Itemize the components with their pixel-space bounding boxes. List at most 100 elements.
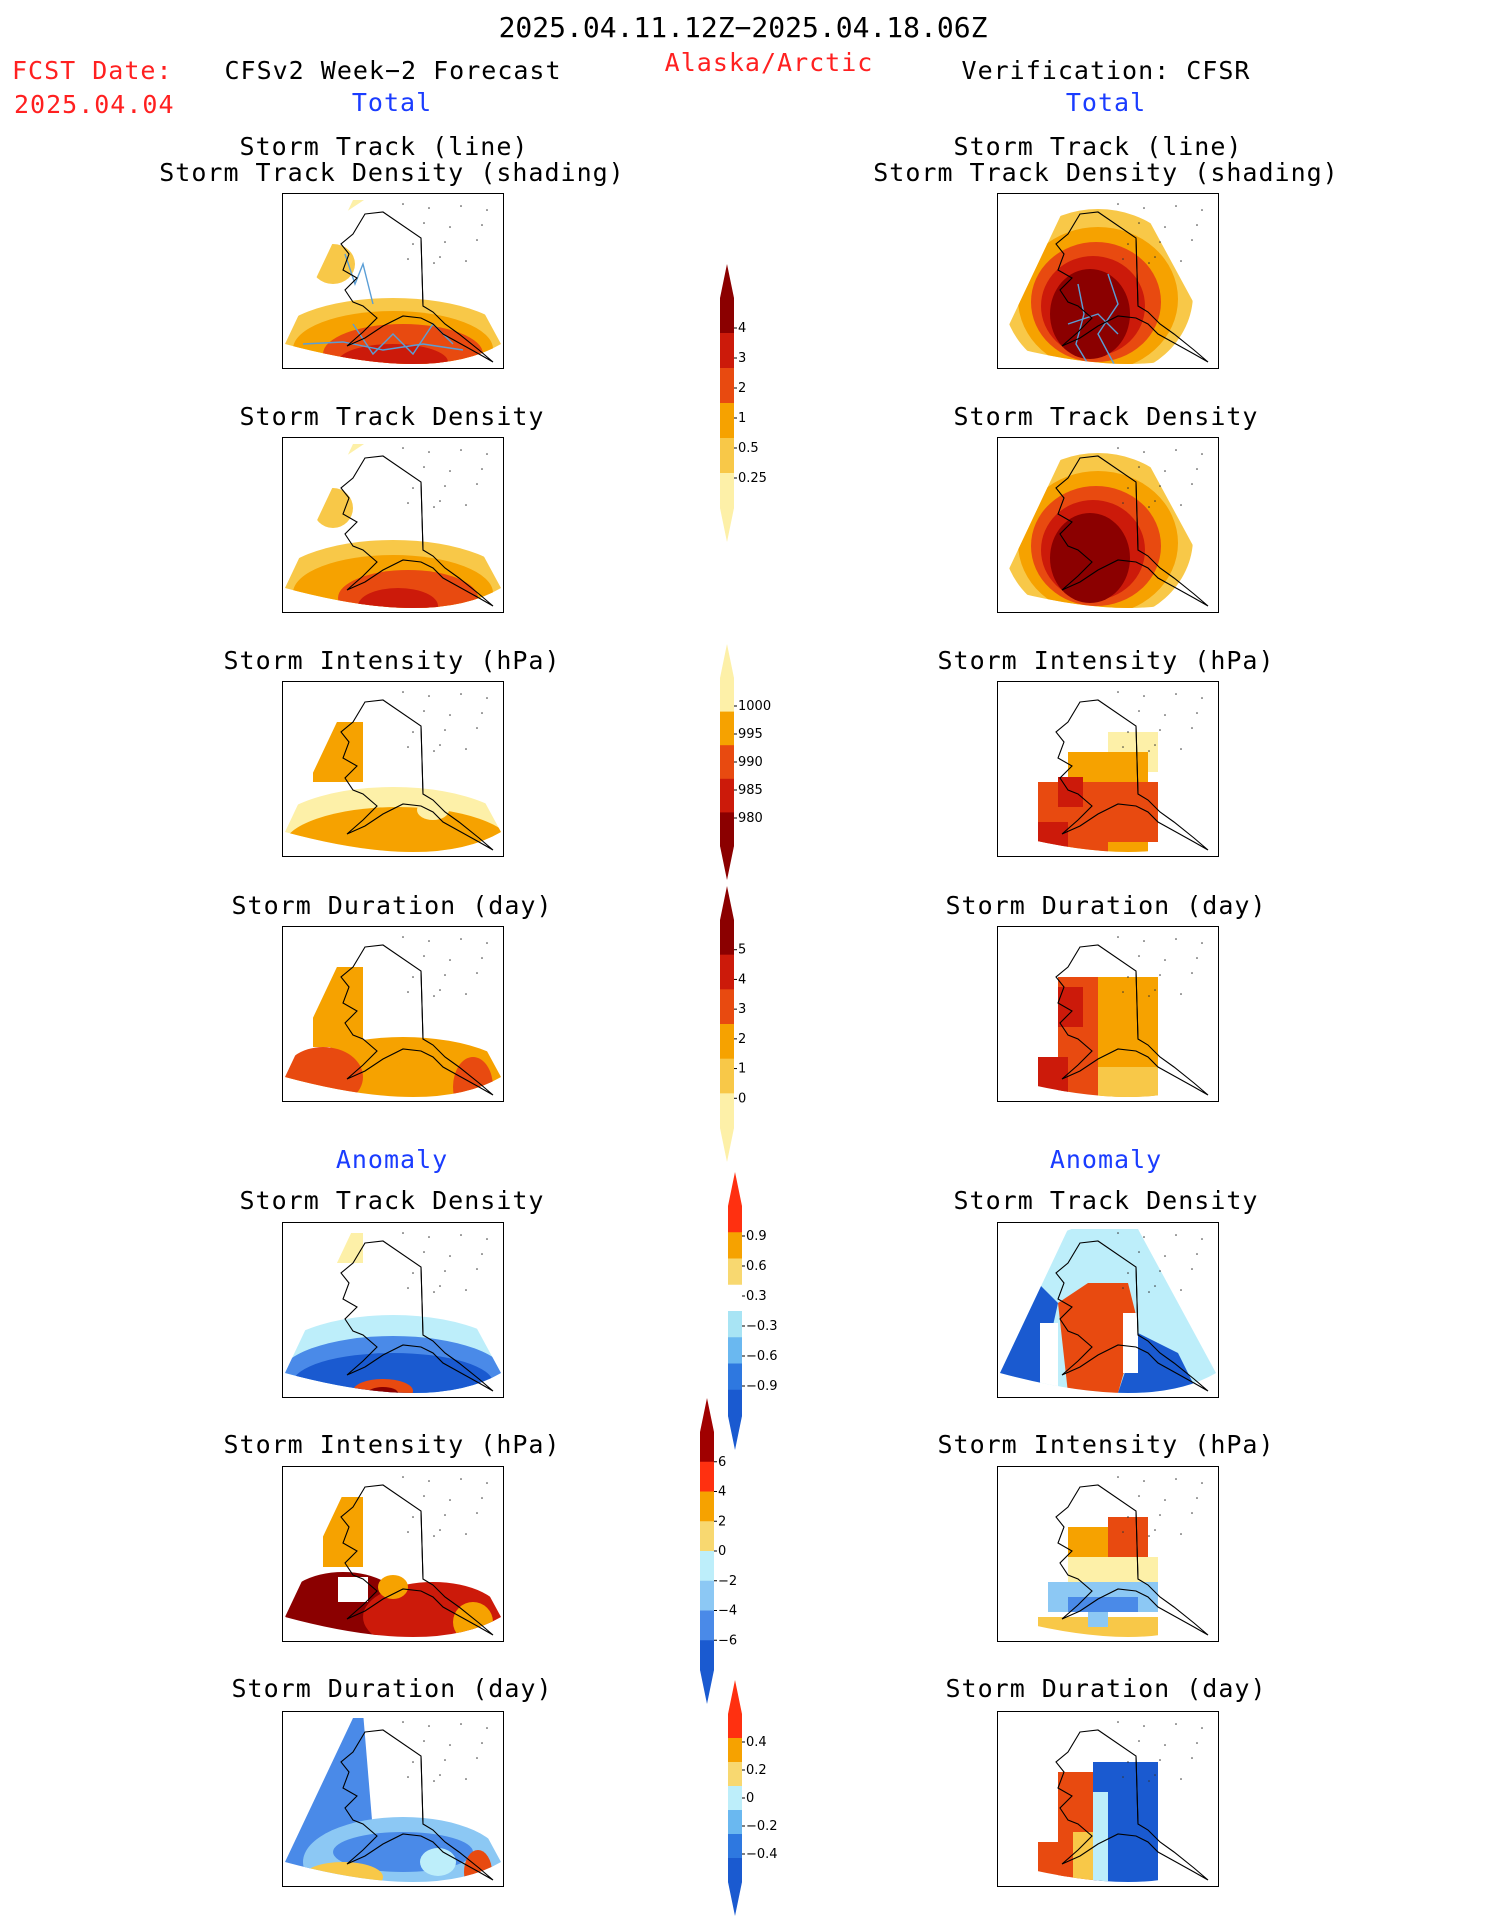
graticule-dot (1138, 222, 1140, 224)
graticule-dot (465, 1289, 467, 1291)
graticule-dot (439, 1774, 441, 1776)
colorbar-bottom-arrow (700, 1670, 714, 1704)
colorbar-segment (728, 1232, 742, 1259)
graticule-dot (465, 1778, 467, 1780)
graticule-dot (449, 1499, 451, 1501)
colorbar-segment (728, 1206, 742, 1233)
field-contour (453, 1057, 493, 1097)
map-verif-duration (997, 926, 1219, 1102)
graticule-dot (1180, 1533, 1182, 1535)
colorbar-bottom-arrow (720, 508, 734, 542)
graticule-dot (481, 468, 483, 470)
colorbar-segment (720, 1058, 734, 1094)
field-contour (368, 1387, 398, 1393)
border-line (1135, 1510, 1139, 1580)
colorbar-tick-label: 2 (738, 381, 746, 396)
graticule-dot (1159, 1514, 1161, 1516)
map-verif-track-line (997, 193, 1219, 369)
graticule-dot (1148, 506, 1150, 508)
graticule-dot (433, 995, 435, 997)
colorbar-segment (700, 1551, 714, 1582)
graticule-dot (423, 222, 425, 224)
graticule-dot (1122, 1776, 1124, 1778)
map-canvas (285, 1718, 501, 1882)
graticule-dot (1154, 1529, 1156, 1531)
graticule-dot (1154, 989, 1156, 991)
left-track-line-title: Storm Track (line) (239, 132, 529, 161)
colorbar-tick-label: 5 (738, 943, 746, 958)
graticule-dot (1122, 1531, 1124, 1533)
graticule-dot (449, 226, 451, 228)
graticule-dot (481, 224, 483, 226)
colorbar-segment (728, 1762, 742, 1787)
colorbar-tick-label: 1 (738, 411, 746, 426)
graticule-dot (1159, 1759, 1161, 1761)
graticule-dot (1175, 449, 1177, 451)
graticule-dot (449, 714, 451, 716)
graticule-dot (1122, 746, 1124, 748)
colorbar-segment (720, 438, 734, 474)
graticule-dot (476, 1268, 478, 1270)
colorbar-segment (720, 920, 734, 956)
graticule-dot (476, 727, 478, 729)
colorbar-segment (728, 1389, 742, 1417)
colorbar-tick-label: 4 (738, 321, 746, 336)
graticule-dot (412, 1272, 414, 1274)
graticule-dot (1159, 729, 1161, 731)
coastline (340, 211, 494, 363)
graticule-dot (481, 712, 483, 714)
border-line (1135, 237, 1139, 307)
right-track-line-title: Storm Track (line) (953, 132, 1243, 161)
right-density-title: Storm Track Density (953, 402, 1259, 431)
graticule-dot (433, 1535, 435, 1537)
left-anom-intensity-title: Storm Intensity (hPa) (223, 1430, 561, 1459)
colorbar-segment (720, 473, 734, 509)
graticule-dot (1201, 1238, 1203, 1240)
graticule-dot (1164, 470, 1166, 472)
storm-track-line (1075, 283, 1089, 364)
graticule-dot (1154, 500, 1156, 502)
graticule-dot (449, 470, 451, 472)
map-canvas (285, 691, 501, 852)
colorbar-segment (720, 678, 734, 713)
graticule-dot (449, 959, 451, 961)
colorbar-segment (700, 1491, 714, 1522)
graticule-dot (1154, 1285, 1156, 1287)
border-line (420, 970, 424, 1040)
graticule-dot (476, 239, 478, 241)
field-block (1073, 1832, 1093, 1882)
graticule-dot (1175, 1723, 1177, 1725)
graticule-dot (1201, 942, 1203, 944)
graticule-dot (402, 1232, 404, 1234)
left-anom-duration-title: Storm Duration (day) (231, 1674, 553, 1703)
border-line (420, 1510, 424, 1580)
graticule-dot (423, 955, 425, 957)
coastline (340, 944, 494, 1096)
verification-title: Verification: CFSR (961, 56, 1251, 85)
colorbar-segment (728, 1363, 742, 1391)
right-duration-title: Storm Duration (day) (945, 891, 1267, 920)
graticule-dot (449, 1744, 451, 1746)
right-anomaly-label: Anomaly (1049, 1145, 1163, 1174)
coastline (340, 1240, 494, 1392)
graticule-dot (1122, 991, 1124, 993)
graticule-dot (1117, 203, 1119, 205)
map-canvas (285, 936, 501, 1097)
colorbar-segment (728, 1810, 742, 1835)
colorbar-bottom-arrow (728, 1416, 742, 1450)
map-forecast-anom-density (282, 1222, 504, 1398)
colorbar-tick-label: 0.25 (738, 471, 767, 486)
graticule-dot (460, 1723, 462, 1725)
border-line (1135, 725, 1139, 795)
colorbar-tick-label: 4 (718, 1485, 726, 1500)
colorbar-top-arrow (728, 1172, 742, 1206)
graticule-dot (1148, 1780, 1150, 1782)
graticule-dot (486, 453, 488, 455)
colorbar-tick-label: 980 (738, 811, 763, 826)
graticule-dot (486, 697, 488, 699)
colorbar-segment (720, 778, 734, 813)
graticule-dot (428, 1236, 430, 1238)
colorbar-tick-label: −0.3 (746, 1319, 778, 1334)
graticule-dot (1143, 695, 1145, 697)
map-canvas (285, 200, 501, 364)
